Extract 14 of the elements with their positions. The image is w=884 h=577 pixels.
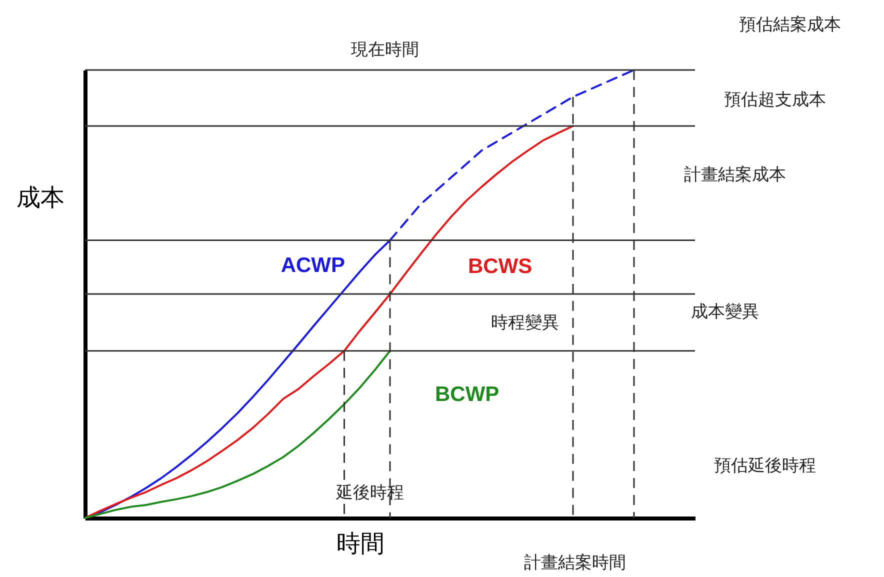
annotation: 延後時程: [335, 483, 404, 503]
text: 預估延後時程: [714, 456, 816, 476]
text: 計畫結案時間: [524, 553, 626, 573]
text: 現在時間: [351, 40, 419, 60]
text: 預估超支成本: [724, 90, 826, 110]
series-label: ACWP: [280, 254, 345, 278]
annotation: 時程變異: [491, 313, 559, 333]
y-axis-title: 成本: [16, 184, 64, 212]
x-axis-title: 時間: [336, 530, 384, 558]
annotation: 成本變異: [691, 302, 759, 322]
annotation: 計畫結案成本: [684, 165, 786, 185]
series-label: BCWS: [468, 255, 532, 278]
text: BCWP: [435, 382, 500, 406]
text: 預估結案成本: [739, 15, 841, 35]
